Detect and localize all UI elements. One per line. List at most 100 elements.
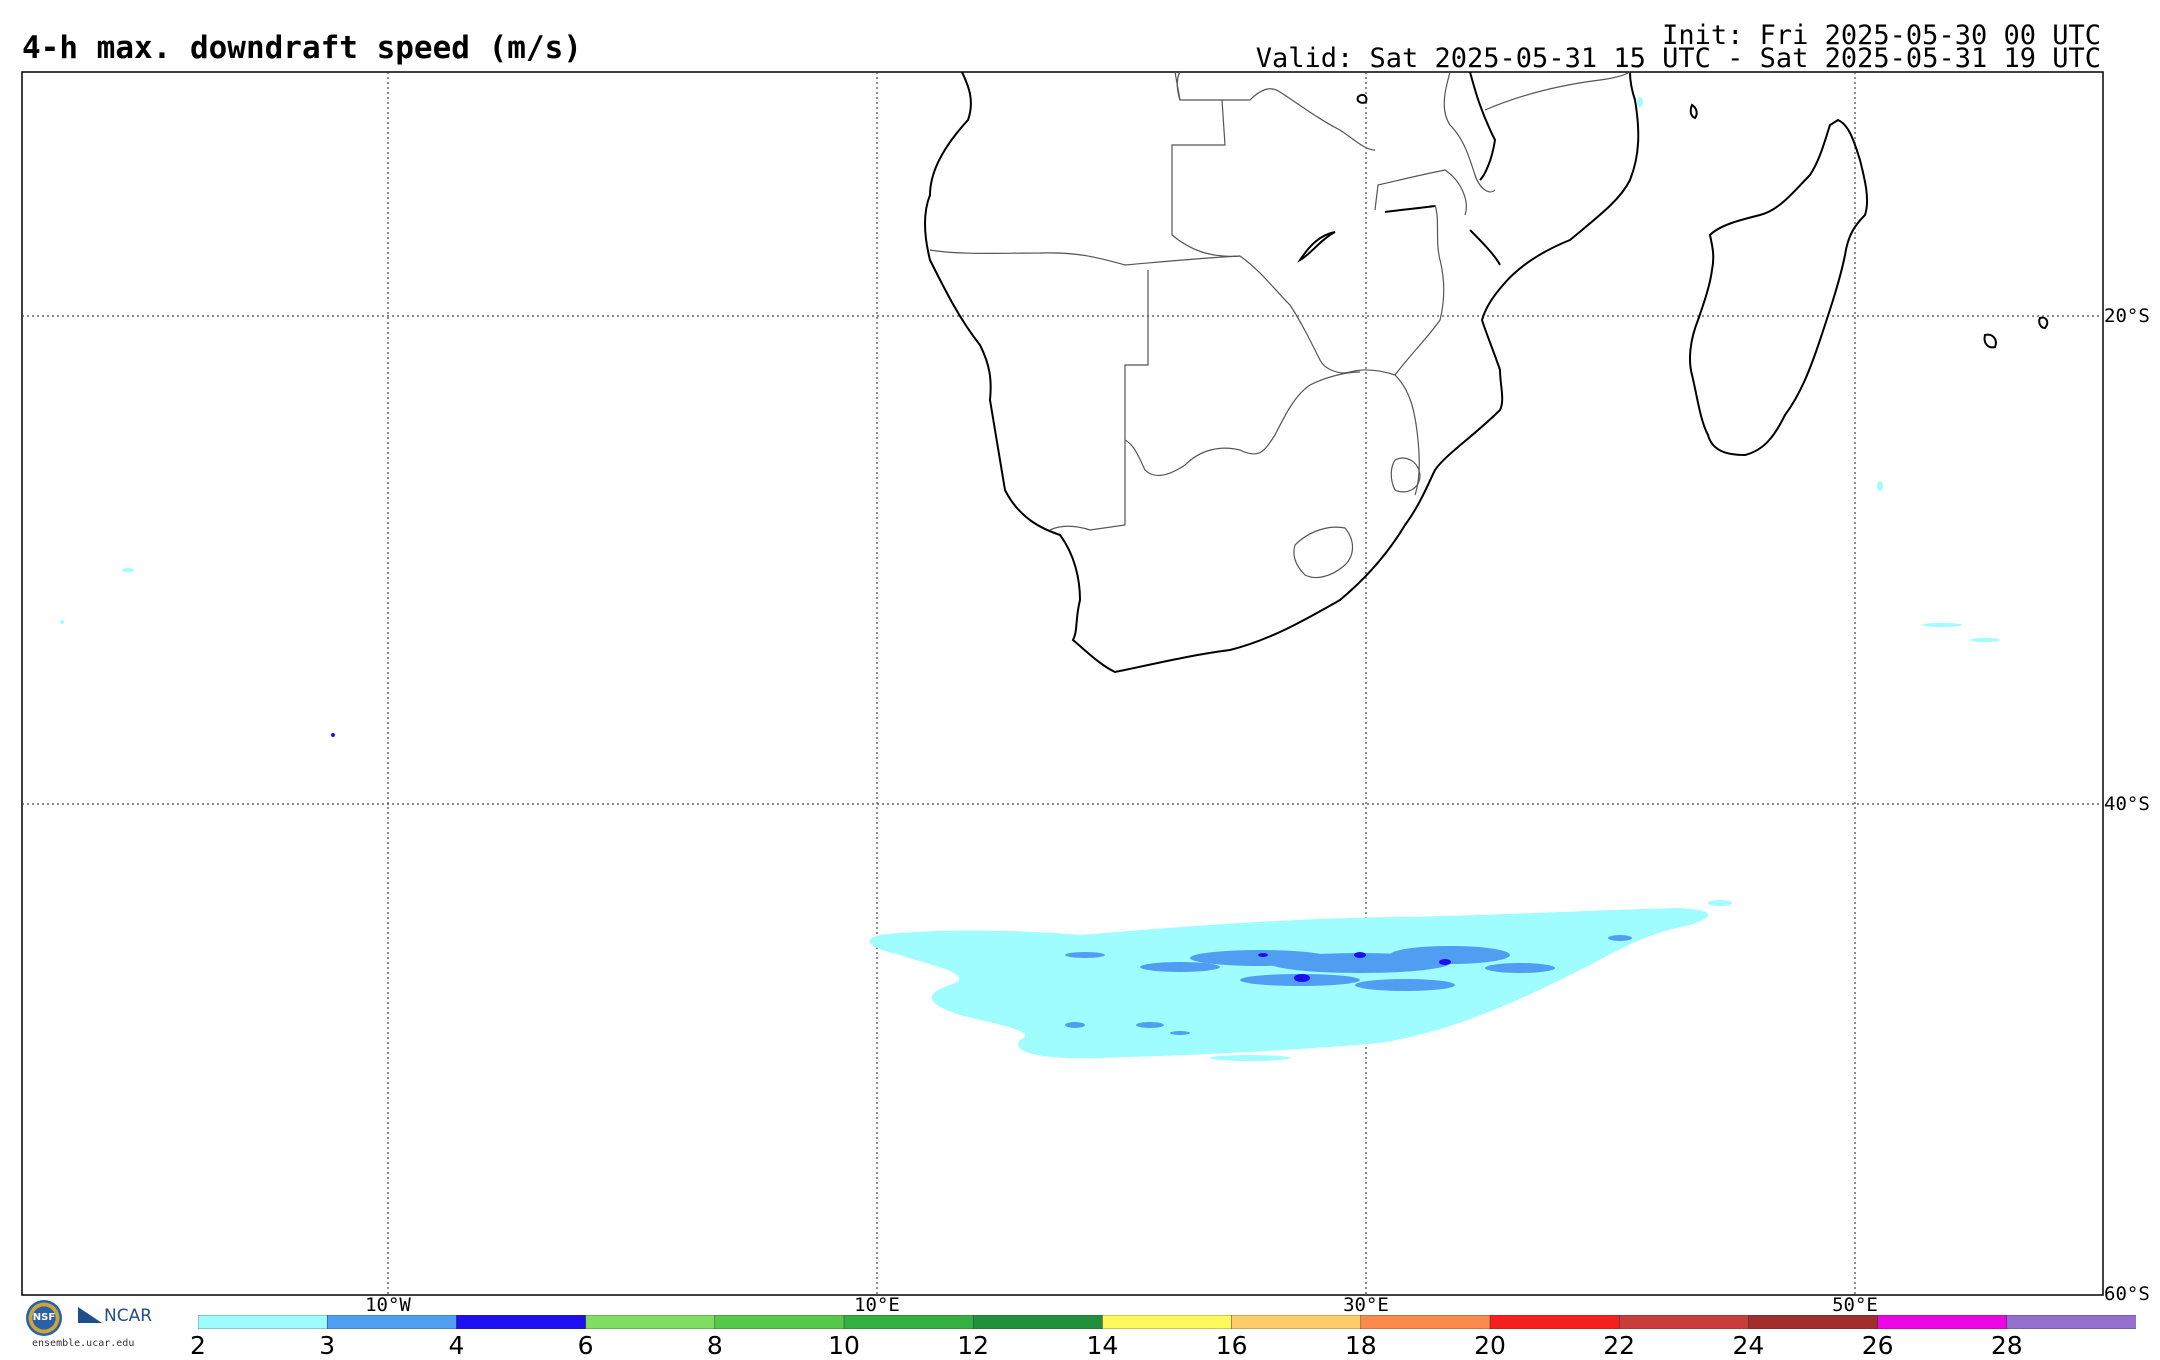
lake-cahora-bassa <box>1384 205 1436 213</box>
border-angola-north <box>1176 71 1181 101</box>
colorbar-tick-label: 16 <box>1215 1331 1248 1360</box>
downdraft-speck <box>1877 481 1883 491</box>
downdraft-speck <box>1637 97 1643 107</box>
border-zambia <box>1171 71 1241 257</box>
border-mozambique <box>1374 169 1467 216</box>
mauritius-island <box>2038 316 2049 330</box>
colorbar-swatch <box>1618 1315 1750 1329</box>
coastlines <box>924 71 2049 674</box>
downdraft-field <box>60 97 2000 1061</box>
init-time: Init: Fri 2025-05-30 00 UTC <box>1662 20 2101 51</box>
colorbar-tick-label: 12 <box>957 1331 990 1360</box>
colorbar-swatch <box>714 1315 845 1329</box>
lon-label-10e: 10°E <box>854 1294 900 1316</box>
border-namibia-botswana <box>1089 270 1149 531</box>
ncar-logo: NCAR <box>78 1306 152 1326</box>
downdraft-patch <box>331 733 335 737</box>
map-title: 4-h max. downdraft speed (m/s) <box>22 30 582 66</box>
colorbar-tick-label: 28 <box>1990 1331 2023 1360</box>
colorbar-swatch <box>326 1315 458 1329</box>
border-lesotho <box>1293 526 1354 579</box>
downdraft-patch <box>1140 962 1220 972</box>
downdraft-speck <box>1922 623 1962 627</box>
downdraft-speck <box>1210 1055 1290 1061</box>
lake-kariba <box>1297 231 1336 263</box>
lat-label-60s: 60°S <box>2104 1283 2150 1305</box>
downdraft-speck <box>1628 919 1648 925</box>
colorbar-tick-label: 3 <box>319 1331 336 1360</box>
border-zimbabwe <box>1239 204 1445 376</box>
site-url: ensemble.ucar.edu <box>32 1338 135 1349</box>
gridlines <box>22 72 2103 1295</box>
colorbar-tick-label: 10 <box>828 1331 860 1360</box>
colorbar <box>198 1315 2136 1329</box>
colorbar-swatch <box>2006 1315 2136 1329</box>
country-borders <box>929 71 1631 579</box>
colorbar-swatch <box>1102 1315 1233 1329</box>
border-sa-mozambique <box>1394 374 1420 496</box>
colorbar-swatch <box>1231 1315 1362 1329</box>
colorbar-swatch <box>843 1315 974 1329</box>
colorbar-swatch <box>1877 1315 2008 1329</box>
reunion-island <box>1983 333 1997 349</box>
colorbar-swatch <box>456 1315 587 1329</box>
colorbar-tick-label: 2 <box>190 1331 206 1360</box>
logo-block: NSF NCAR ensemble.ucar.edu <box>24 1300 164 1350</box>
border-namibia-angola <box>929 249 1241 266</box>
downdraft-patch <box>1065 1022 1085 1028</box>
downdraft-patch <box>1608 935 1632 941</box>
border-eswatini <box>1390 457 1421 493</box>
downdraft-patch <box>1355 979 1455 991</box>
downdraft-patch <box>1354 952 1366 958</box>
downdraft-patch <box>1170 1031 1190 1035</box>
border-botswana-sa <box>1124 371 1361 477</box>
downdraft-patch <box>1485 963 1555 973</box>
downdraft-3-4 <box>1065 935 1632 1035</box>
colorbar-swatch <box>1748 1315 1879 1329</box>
downdraft-speck <box>60 620 64 624</box>
nsf-logo: NSF <box>26 1300 62 1336</box>
lat-label-20s: 20°S <box>2104 305 2150 327</box>
downdraft-speck <box>122 568 134 572</box>
ncar-mark-icon <box>78 1307 102 1323</box>
downdraft-patch <box>1065 952 1105 958</box>
border-malawi <box>1443 71 1496 193</box>
colorbar-swatch <box>198 1315 328 1329</box>
colorbar-tick-label: 22 <box>1603 1331 1636 1360</box>
mozambique-channel-coast <box>1469 229 1501 266</box>
lon-label-30e: 30°E <box>1343 1294 1389 1316</box>
colorbar-swatch <box>1360 1315 1491 1329</box>
comoros-island <box>1689 103 1698 120</box>
downdraft-speck <box>1708 900 1732 906</box>
ncar-text: NCAR <box>104 1306 153 1326</box>
border-tanzania <box>1484 71 1631 111</box>
border-angola-drc <box>1222 88 1376 151</box>
lon-label-50e: 50°E <box>1832 1294 1878 1316</box>
lat-label-40s: 40°S <box>2104 793 2150 815</box>
colorbar-swatch <box>972 1315 1104 1329</box>
madagascar-coastline <box>1689 118 1869 457</box>
africa-coastline <box>924 71 1640 674</box>
downdraft-patch <box>1258 953 1268 957</box>
colorbar-tick-label: 14 <box>1086 1331 1119 1360</box>
downdraft-patch <box>1294 974 1310 982</box>
lon-label-10w: 10°W <box>365 1294 411 1316</box>
colorbar-swatch <box>1489 1315 1620 1329</box>
downdraft-patch <box>1390 946 1510 964</box>
downdraft-patch <box>1439 959 1451 965</box>
colorbar-tick-label: 18 <box>1344 1331 1377 1360</box>
valid-time: Valid: Sat 2025-05-31 15 UTC - Sat 2025-… <box>1255 43 2101 74</box>
lake-malawi <box>1469 71 1497 181</box>
map-frame <box>21 71 2104 1296</box>
downdraft-patch <box>1136 1022 1164 1028</box>
colorbar-swatch <box>585 1315 716 1329</box>
downdraft-speck <box>1970 638 2000 642</box>
downdraft-4-6 <box>331 733 1451 982</box>
colorbar-tick-label: 8 <box>706 1331 723 1360</box>
colorbar-tick-label: 26 <box>1861 1331 1894 1360</box>
colorbar-tick-label: 6 <box>577 1331 594 1360</box>
border-sa-namibia <box>1049 525 1091 531</box>
colorbar-tick-label: 24 <box>1732 1331 1765 1360</box>
colorbar-tick-label: 4 <box>448 1331 465 1360</box>
